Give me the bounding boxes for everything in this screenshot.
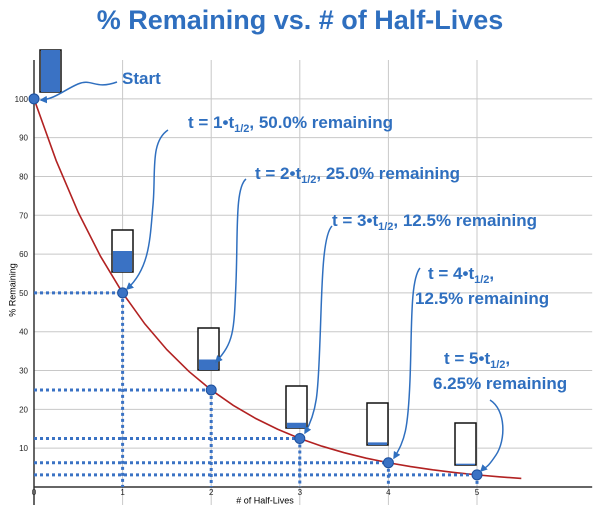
annotation-text: ,: [489, 264, 494, 283]
arrow: [393, 267, 421, 460]
y-axis-label: % Remaining: [7, 263, 17, 317]
annotation: t = 3•t1/2, 12.5% remaining: [332, 211, 537, 233]
y-tick-label: 10: [19, 444, 28, 453]
arrow: [479, 399, 504, 473]
annotation-text: t = 3•t: [332, 211, 378, 230]
y-tick-label: 30: [19, 367, 28, 376]
annotation: t = 4•t1/2,: [428, 264, 494, 286]
annotation: 12.5% remaining: [415, 289, 549, 308]
y-tick-label: 40: [19, 328, 28, 337]
x-tick-label: 5: [475, 488, 480, 497]
beaker-fill: [41, 50, 60, 92]
annotation-text: t = 1•t: [188, 113, 234, 132]
y-tick-label: 100: [15, 95, 29, 104]
beaker: [454, 422, 477, 466]
y-tick-label: 80: [19, 172, 28, 181]
annotation-subscript: 1/2: [474, 274, 489, 286]
x-tick-label: 1: [120, 488, 125, 497]
y-tick-label: 20: [19, 405, 28, 414]
annotation-text: , 25.0% remaining: [316, 164, 460, 183]
point: [294, 432, 306, 444]
decay-curve: [33, 98, 522, 480]
point: [382, 457, 394, 469]
annotation-subscript: 1/2: [378, 221, 393, 233]
beaker-fill: [368, 442, 387, 445]
point: [117, 287, 129, 299]
y-tick-label: 50: [19, 289, 28, 298]
annotation-text: t = 5•t: [444, 349, 490, 368]
beaker-fill: [456, 463, 475, 465]
annotation-subscript: 1/2: [301, 174, 316, 186]
beaker: [366, 402, 389, 446]
annotation: t = 2•t1/2, 25.0% remaining: [255, 164, 460, 186]
arrow: [304, 225, 333, 435]
annotation: Start: [122, 69, 161, 88]
arrow: [214, 178, 247, 364]
y-tick-label: 70: [19, 211, 28, 220]
annotation-text: t = 4•t: [428, 264, 474, 283]
chart-title: % Remaining vs. # of Half-Lives: [97, 5, 504, 35]
beaker: [285, 385, 308, 429]
point: [471, 469, 483, 481]
annotation: 6.25% remaining: [433, 374, 567, 393]
annotation-text: ,: [505, 349, 510, 368]
annotation-text: t = 2•t: [255, 164, 301, 183]
annotation-text: , 12.5% remaining: [393, 211, 537, 230]
x-axis-label: # of Half-Lives: [236, 495, 294, 505]
annotation-subscript: 1/2: [490, 359, 505, 371]
arrow: [39, 81, 118, 104]
point: [205, 384, 217, 396]
x-tick-label: 4: [386, 488, 391, 497]
x-tick-label: 3: [298, 488, 303, 497]
annotation: t = 5•t1/2,: [444, 349, 510, 371]
beaker-fill: [199, 359, 218, 370]
point: [28, 93, 40, 105]
beaker-fill: [287, 422, 306, 428]
y-tick-label: 60: [19, 250, 28, 259]
annotation: t = 1•t1/2, 50.0% remaining: [188, 113, 393, 135]
arrow: [125, 129, 169, 291]
annotation-subscript: 1/2: [234, 123, 249, 135]
y-tick-label: 90: [19, 134, 28, 143]
beaker-fill: [113, 251, 132, 272]
annotation-text: , 50.0% remaining: [249, 113, 393, 132]
x-tick-label: 2: [209, 488, 214, 497]
